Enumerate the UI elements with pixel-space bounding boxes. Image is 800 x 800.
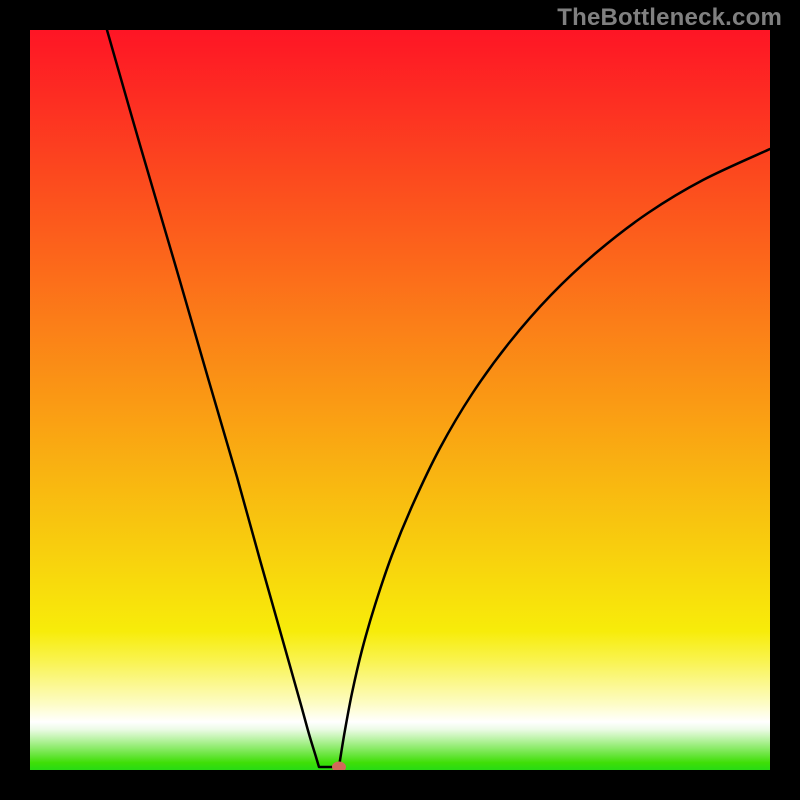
watermark-text: TheBottleneck.com <box>557 4 782 32</box>
chart-svg <box>30 30 770 770</box>
outer-frame: TheBottleneck.com <box>0 0 800 800</box>
gradient-background <box>30 30 770 770</box>
plot-area <box>30 30 770 770</box>
